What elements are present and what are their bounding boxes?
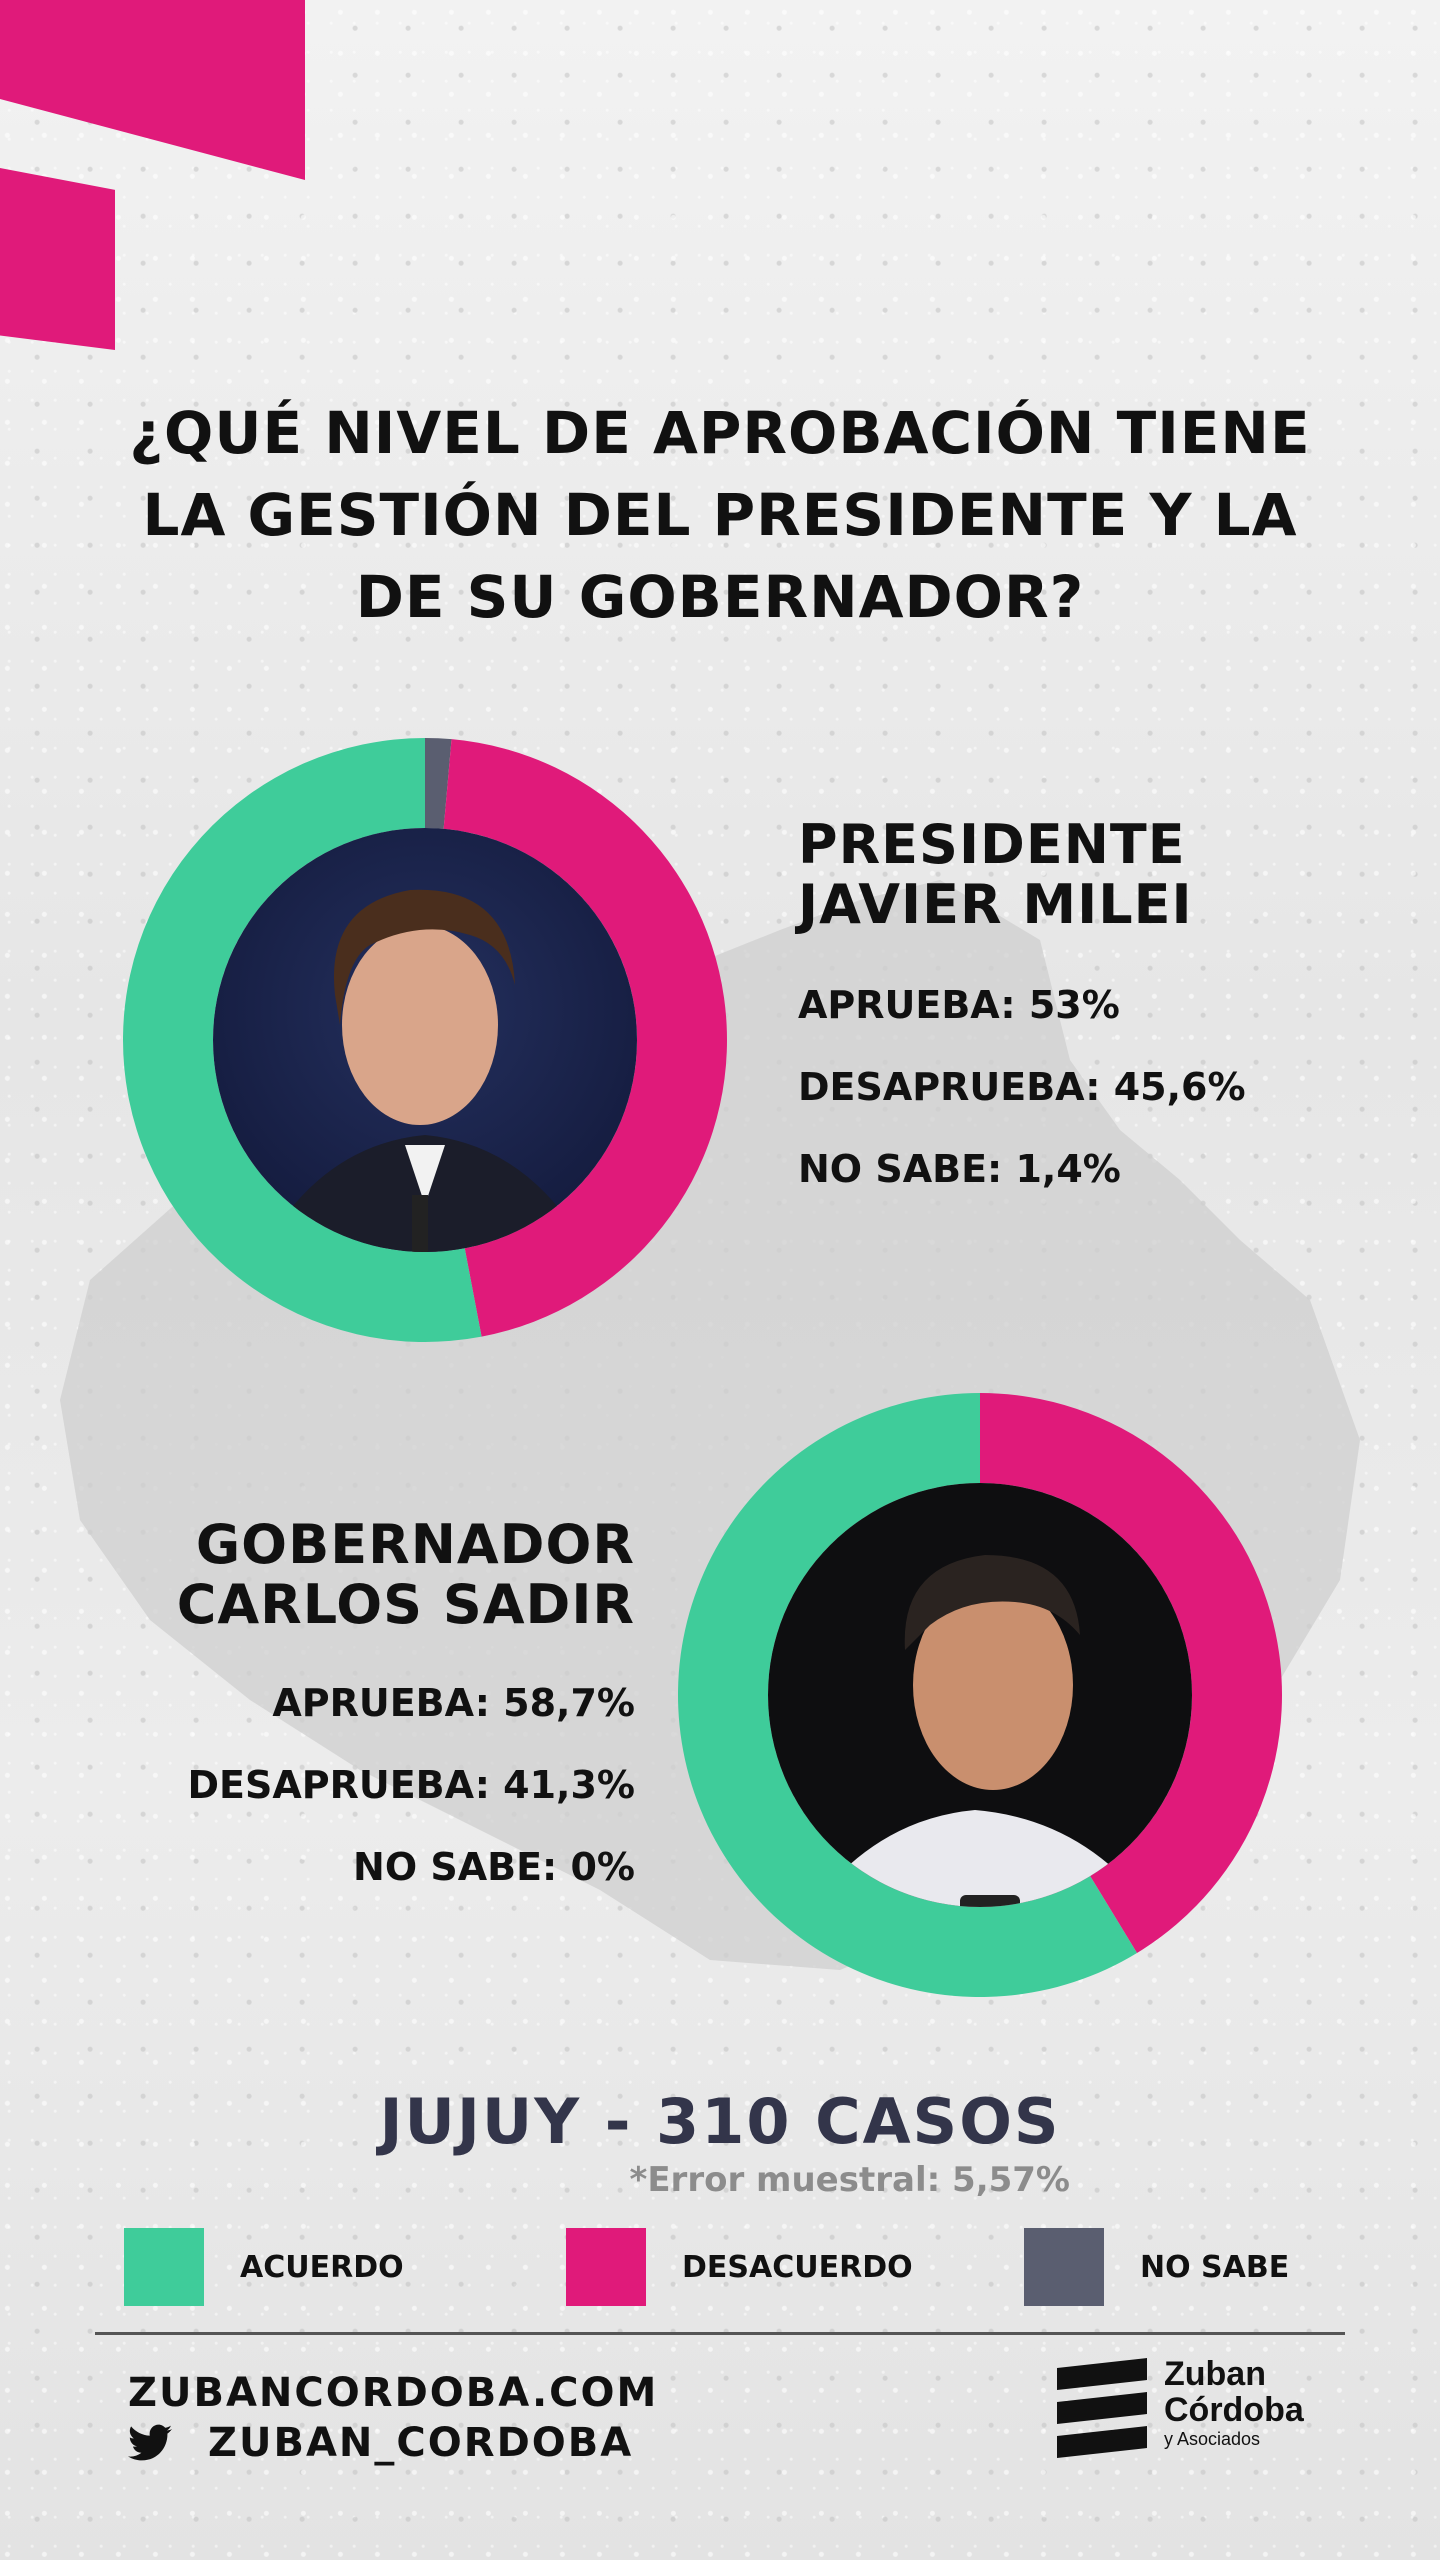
- donut-slice-acuerdo: [677, 1393, 1137, 1997]
- president-desaprueba: DESAPRUEBA: 45,6%: [798, 1065, 1246, 1109]
- zuban-cordoba-logo: Zuban Córdoba y Asociados: [1052, 2350, 1352, 2470]
- title-line-2: LA GESTIÓN DEL PRESIDENTE Y LA: [142, 481, 1298, 549]
- president-info: PRESIDENTE JAVIER MILEI APRUEBA: 53% DES…: [798, 813, 1246, 1192]
- title-line-3: DE SU GOBERNADOR?: [355, 563, 1085, 631]
- governor-donut-svg: [677, 1393, 1282, 1997]
- twitter-bird-icon: [128, 2424, 172, 2461]
- governor-donut-chart: [675, 1390, 1285, 2000]
- title-line-1: ¿QUÉ NIVEL DE APROBACIÓN TIENE: [129, 399, 1311, 467]
- page-title: ¿QUÉ NIVEL DE APROBACIÓN TIENE LA GESTIÓ…: [60, 392, 1380, 638]
- decorative-stripe-bottom: [0, 168, 115, 350]
- legend-swatch-no-sabe: [1024, 2228, 1104, 2306]
- sample-title: JUJUY - 310 CASOS: [379, 2085, 1061, 2158]
- twitter-link[interactable]: ZUBAN_CORDOBA: [128, 2420, 633, 2466]
- governor-aprueba: APRUEBA: 58,7%: [272, 1681, 635, 1725]
- legend-item-desacuerdo: DESACUERDO: [566, 2228, 913, 2306]
- president-name: JAVIER MILEI: [798, 873, 1193, 936]
- governor-portrait: [768, 1483, 1192, 1907]
- governor-no-sabe: NO SABE: 0%: [353, 1845, 635, 1889]
- governor-donut-arcs: [677, 1393, 1282, 1997]
- legend-swatch-desacuerdo: [566, 2228, 646, 2306]
- legend-item-acuerdo: ACUERDO: [124, 2228, 404, 2306]
- sampling-error-note: *Error muestral: 5,57%: [629, 2160, 1070, 2200]
- donut-slice-no-sabe: [425, 738, 452, 829]
- legend-label-no-sabe: NO SABE: [1140, 2249, 1290, 2285]
- footer-divider: [95, 2332, 1345, 2335]
- president-donut-arcs: [122, 738, 727, 1342]
- donut-slice-desacuerdo: [980, 1393, 1282, 1953]
- president-title: PRESIDENTE: [798, 813, 1186, 876]
- president-donut-chart: [120, 735, 730, 1345]
- president-portrait: [213, 828, 637, 1252]
- donut-slice-acuerdo: [122, 738, 482, 1342]
- logo-line-3: y Asociados: [1164, 2429, 1261, 2449]
- governor-desaprueba: DESAPRUEBA: 41,3%: [187, 1763, 635, 1807]
- legend-item-no-sabe: NO SABE: [1024, 2228, 1289, 2306]
- president-donut-svg: [122, 738, 727, 1342]
- legend-swatch-acuerdo: [124, 2228, 204, 2306]
- governor-name: CARLOS SADIR: [176, 1573, 635, 1636]
- twitter-handle: ZUBAN_CORDOBA: [208, 2420, 634, 2466]
- donut-slice-desacuerdo: [443, 739, 727, 1337]
- governor-title: GOBERNADOR: [195, 1513, 635, 1576]
- logo-line-1: Zuban: [1164, 2355, 1266, 2393]
- website-link[interactable]: ZUBANCORDOBA.COM: [128, 2370, 659, 2416]
- logo-mark-icon: [1057, 2358, 1147, 2458]
- legend-label-desacuerdo: DESACUERDO: [682, 2249, 913, 2285]
- logo-text: Zuban Córdoba y Asociados: [1164, 2356, 1304, 2450]
- president-no-sabe: NO SABE: 1,4%: [798, 1147, 1121, 1191]
- president-aprueba: APRUEBA: 53%: [798, 983, 1120, 1027]
- legend-label-acuerdo: ACUERDO: [240, 2249, 404, 2285]
- logo-line-2: Córdoba: [1164, 2391, 1304, 2429]
- governor-info: GOBERNADOR CARLOS SADIR APRUEBA: 58,7% D…: [176, 1513, 635, 1890]
- legend: ACUERDO DESACUERDO NO SABE: [0, 2228, 1440, 2308]
